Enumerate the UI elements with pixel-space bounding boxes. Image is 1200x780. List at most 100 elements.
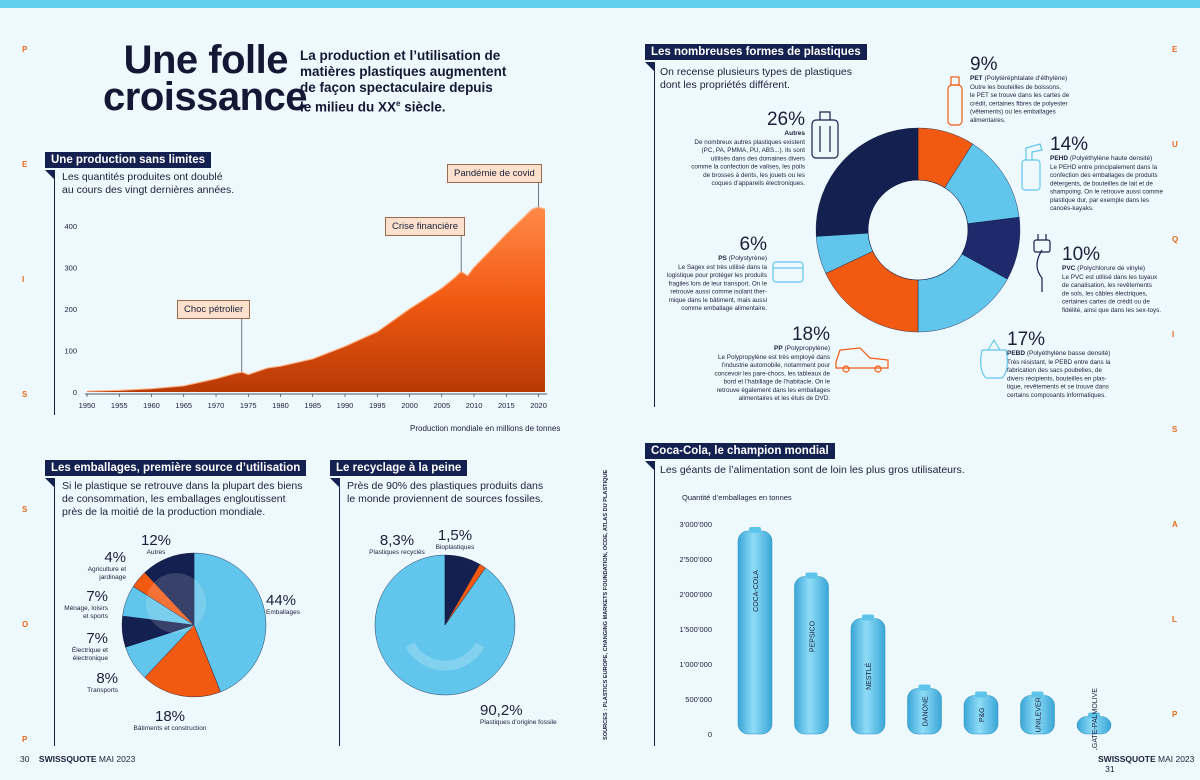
bar-cap xyxy=(862,614,874,621)
pie-slice xyxy=(144,552,195,626)
x-tick-label: 2000 xyxy=(401,401,418,410)
donut-description-line: (vêtements) ou les emballages xyxy=(970,109,1056,116)
side-letter: L xyxy=(1172,615,1177,624)
heading-pointer xyxy=(645,62,654,71)
donut-description-line: de sols, les câbles électriques, xyxy=(1062,290,1148,297)
donut-pct-label: 6% xyxy=(740,234,768,255)
donut-inner-edge xyxy=(867,179,969,281)
food-container-icon xyxy=(772,261,804,283)
top-color-bar xyxy=(0,0,1200,8)
donut-description-line: Le Sagex est très utilisé dans la xyxy=(678,264,767,271)
section-rule xyxy=(654,461,655,746)
section-rule xyxy=(54,170,55,415)
x-tick-label: 1970 xyxy=(208,401,225,410)
donut-description-line: tique, revêtements et se trouve dans xyxy=(1007,384,1109,391)
intro-line: Si le plastique se retrouve dans la plup… xyxy=(62,480,303,492)
donut-description-line: coques d’appareils électroniques. xyxy=(712,180,806,187)
x-tick-label: 1965 xyxy=(175,401,192,410)
intro-line: au cours des vingt dernières années. xyxy=(62,184,235,196)
intro-line: près de la moitié de la production mondi… xyxy=(62,506,266,518)
x-tick-label: 1960 xyxy=(143,401,160,410)
pie-pct-label: 7% xyxy=(86,630,108,647)
intro-line: Près de 90% des plastiques produits dans xyxy=(347,480,544,492)
donut-type-name: PP (Polypropylène) xyxy=(774,345,830,352)
bar-cap xyxy=(1088,712,1100,719)
donut-description-line: fragiles lors de leur transport. On le xyxy=(669,280,768,287)
pie-category-label: Transports xyxy=(87,687,119,694)
pie-category-label: Plastiques d’origine fossile xyxy=(480,719,557,726)
side-letter: Q xyxy=(1172,235,1179,244)
side-letter: U xyxy=(1172,140,1178,149)
side-letter: O xyxy=(22,620,29,629)
section-heading-emballages: Les emballages, première source d’utilis… xyxy=(45,460,307,476)
donut-description-line: certains composants informatiques. xyxy=(1007,392,1106,399)
donut-description-line: shampoing. On le retrouve aussi comme xyxy=(1050,189,1164,196)
donut-pct-label: 9% xyxy=(970,54,998,75)
callout-covid: Pandémie de covid xyxy=(447,164,542,183)
pie-category-label: Électrique et xyxy=(72,645,108,654)
donut-pct-label: 26% xyxy=(767,109,805,130)
donut-description-line: logistique pour protéger les produits xyxy=(667,272,767,279)
donut-description-line: fabrication des sacs poubelles, de xyxy=(1007,367,1102,374)
donut-description-line: mique dans le bâtiment, mais aussi xyxy=(669,297,767,304)
donut-description-line: comme emballage alimentaire. xyxy=(681,305,767,312)
intro-line: On recense plusieurs types de plastiques xyxy=(660,66,853,78)
footer-mag-left: SWISSQUOTE xyxy=(38,754,97,764)
x-tick-label: 1990 xyxy=(337,401,354,410)
side-letter: S xyxy=(1172,425,1178,434)
y-tick-label: 200 xyxy=(64,305,77,314)
production-intro: Les quantités produites ont doublé au co… xyxy=(62,171,234,197)
section-rule xyxy=(54,478,55,746)
section-heading-production: Une production sans limites xyxy=(45,152,211,168)
y-tick-label: 3’000’000 xyxy=(679,520,712,529)
bar-cap xyxy=(918,684,931,691)
bar-cap xyxy=(805,572,818,579)
subtitle-end: siècle. xyxy=(400,99,446,115)
bar-category-label: COCA-COLA xyxy=(753,570,760,612)
donut-description-line: canoës-kayaks. xyxy=(1050,205,1094,212)
bar-cap xyxy=(749,527,761,533)
donut-description-line: bord et l’habillage de l’habitacle. On l… xyxy=(724,379,831,386)
section-rule xyxy=(339,478,340,746)
bar xyxy=(737,530,773,735)
pie-pct-label: 18% xyxy=(155,708,185,725)
donut-description-line: utilisés dans des domaines divers xyxy=(711,155,805,162)
donut-description-line: De nombreux autres plastiques existent xyxy=(694,139,805,146)
donut-description-line: le PET se trouve dans les cartes de xyxy=(970,92,1070,99)
intro-line: Les quantités produites ont doublé xyxy=(62,171,223,183)
formes-intro: On recense plusieurs types de plastiques… xyxy=(660,66,852,92)
donut-description-line: Très résistant, le PEBD entre dans la xyxy=(1007,359,1111,366)
y-tick-label: 2’500’000 xyxy=(679,555,712,564)
pie-category-label: Bâtiments et construction xyxy=(134,725,207,732)
page-subtitle-line: matières plastiques augmentent xyxy=(300,64,507,79)
production-line xyxy=(86,206,546,392)
page-number-right: 31 xyxy=(1105,764,1115,774)
donut-type-name: PEBD (Polyéthylène basse densité) xyxy=(1007,350,1110,357)
donut-pct-label: 18% xyxy=(792,324,830,345)
recyclage-intro: Près de 90% des plastiques produits dans… xyxy=(347,480,543,506)
bar-category-label: UNILEVER xyxy=(1036,697,1043,732)
y-tick-label: 1’500’000 xyxy=(679,625,712,634)
heading-pointer xyxy=(645,461,654,470)
pie-pct-label: 8% xyxy=(96,670,118,687)
car-icon xyxy=(835,347,889,373)
donut-pct-label: 10% xyxy=(1062,244,1100,265)
page-subtitle-line: de façon spectaculaire depuis xyxy=(300,80,493,95)
donut-description-line: certaines cartes de crédit ou de xyxy=(1062,299,1150,306)
pie-highlight xyxy=(405,642,485,671)
pie-category-label: Autres xyxy=(147,549,167,556)
plastics-donut-chart: 9%PET (Polytéréphtalate d’éthylène) Outre… xyxy=(667,54,1164,402)
pie-pct-label: 8,3% xyxy=(380,532,414,549)
x-tick-label: 2015 xyxy=(498,401,515,410)
bottle-icon xyxy=(947,76,963,126)
donut-description-line: Le PVC est utilisé dans les tuyaux xyxy=(1062,274,1158,281)
bar-category-label: PEPSICO xyxy=(810,620,817,652)
y-axis-title: Quantité d’emballages en tonnes xyxy=(682,493,792,502)
callout-oil-shock: Choc pétrolier xyxy=(177,300,251,319)
section-heading-recyclage: Le recyclage à la peine xyxy=(330,460,468,476)
pie-pct-label: 4% xyxy=(104,549,126,566)
donut-description-line: Le Polypropylène est très employé dans xyxy=(718,354,830,361)
donut-pct-label: 17% xyxy=(1007,329,1045,350)
donut-description-line: alimentaires. xyxy=(970,117,1006,124)
y-tick-label: 400 xyxy=(64,222,77,231)
